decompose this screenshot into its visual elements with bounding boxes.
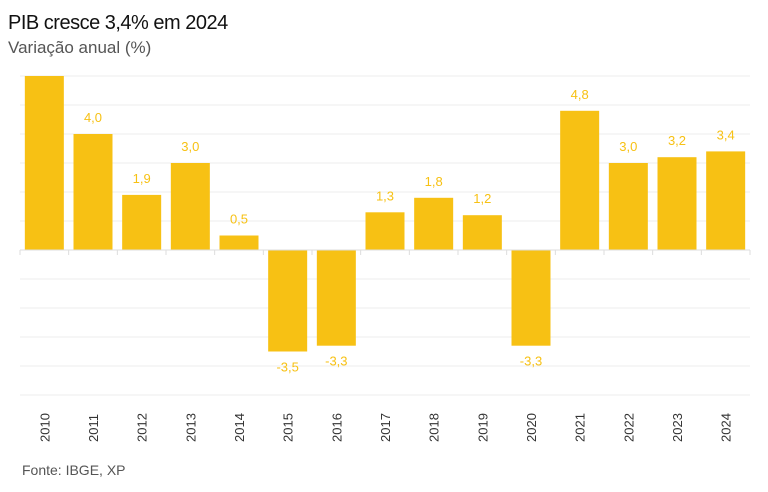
data-label-2014: 0,5 — [230, 212, 248, 227]
bar-2017 — [365, 212, 405, 250]
x-tick-label: 2017 — [378, 413, 393, 442]
bar-2011 — [73, 134, 113, 250]
data-label-2016: -3,3 — [325, 354, 347, 369]
x-tick-label: 2021 — [573, 413, 588, 442]
data-label-2015: -3,5 — [276, 360, 298, 375]
bar-2012 — [122, 194, 162, 250]
bar-2020 — [511, 250, 551, 346]
x-tick-label: 2010 — [37, 413, 52, 442]
bar-2010 — [24, 76, 64, 250]
bar-2024 — [706, 151, 746, 250]
data-label-2020: -3,3 — [520, 354, 542, 369]
x-tick-label: 2016 — [329, 413, 344, 442]
bar-2022 — [608, 163, 648, 250]
data-label-2012: 1,9 — [133, 171, 151, 186]
bar-2016 — [316, 250, 356, 346]
data-label-2024: 3,4 — [717, 127, 735, 142]
x-tick-label: 2013 — [183, 413, 198, 442]
x-tick-label: 2015 — [281, 413, 296, 442]
bar-2014 — [219, 235, 259, 250]
data-label-2013: 3,0 — [181, 139, 199, 154]
x-tick-label: 2014 — [232, 413, 247, 442]
data-label-2019: 1,2 — [473, 191, 491, 206]
data-label-2021: 4,8 — [571, 87, 589, 102]
x-tick-label: 2023 — [670, 413, 685, 442]
bar-2015 — [268, 250, 308, 352]
chart-title: PIB cresce 3,4% em 2024 — [8, 12, 228, 34]
bar-2013 — [170, 163, 210, 250]
x-tick-label: 2011 — [86, 414, 101, 442]
x-tick-label: 2024 — [719, 413, 734, 442]
bar-2023 — [657, 157, 697, 250]
x-tick-label: 2020 — [524, 413, 539, 442]
chart-subtitle: Variação anual (%) — [8, 38, 152, 57]
bar-2018 — [414, 197, 454, 250]
data-label-2011: 4,0 — [84, 110, 102, 125]
bar-2021 — [560, 110, 600, 250]
x-tick-label: 2019 — [475, 413, 490, 442]
data-label-2018: 1,8 — [425, 174, 443, 189]
x-tick-label: 2022 — [621, 413, 636, 442]
chart-source: Fonte: IBGE, XP — [22, 462, 126, 478]
bar-2019 — [462, 215, 502, 250]
data-label-2017: 1,3 — [376, 188, 394, 203]
data-label-2023: 3,2 — [668, 133, 686, 148]
data-label-2022: 3,0 — [619, 139, 637, 154]
x-tick-label: 2018 — [427, 413, 442, 442]
x-tick-label: 2012 — [135, 413, 150, 442]
